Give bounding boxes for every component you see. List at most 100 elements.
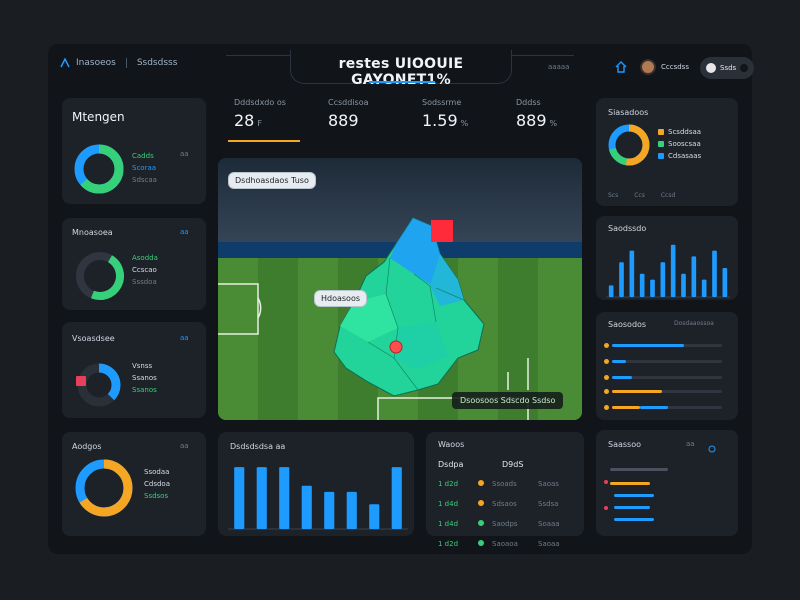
table-row[interactable]: 1 d2d Ssoads Saoas bbox=[438, 474, 578, 494]
legend-item: Cdsdoa bbox=[144, 480, 170, 488]
legend-item: Sdscaa bbox=[132, 176, 157, 184]
bar-4[interactable] bbox=[639, 273, 645, 297]
hbar bbox=[612, 390, 662, 393]
gauge-chart bbox=[76, 252, 124, 300]
bar-4[interactable] bbox=[301, 485, 312, 529]
bar-chart-right bbox=[606, 244, 730, 298]
brand-area[interactable]: Inasoeos Ssdsdsss bbox=[60, 58, 177, 68]
bar-12[interactable] bbox=[722, 268, 728, 297]
user-menu[interactable]: Cccsdss bbox=[640, 59, 689, 75]
legend-item: Vsnss bbox=[132, 362, 153, 370]
card-title: Saodssdo bbox=[608, 224, 647, 233]
bar-8[interactable] bbox=[681, 273, 686, 297]
card-title: Mnoasoea bbox=[72, 228, 113, 237]
ring-chart bbox=[76, 363, 121, 407]
left-card-4[interactable]: Aodgos aa Ssodaa Cdsdoa Ssdsos bbox=[62, 432, 206, 536]
cell: 1 d4d bbox=[438, 500, 459, 508]
kpi-unit: % bbox=[549, 119, 558, 128]
legend: Cadds Scoraa Sdscaa bbox=[132, 152, 157, 188]
bar-6[interactable] bbox=[346, 491, 357, 529]
bar-1[interactable] bbox=[234, 467, 245, 529]
left-card-3[interactable]: Vsoasdsee aa Vsnss Ssanos Ssanos bbox=[62, 322, 206, 418]
kpi-label: Sodssrme bbox=[422, 98, 462, 107]
title-frame: restes UIOOUIE GAYONET1% bbox=[290, 50, 512, 88]
hbar-track bbox=[612, 360, 722, 363]
kpi-label: Dddsdxdo os bbox=[234, 98, 286, 107]
page-title: restes UIOOUIE GAYONET1% bbox=[338, 56, 464, 88]
pitch-bottom-tag[interactable]: Dsoosoos Sdscdo Ssdso bbox=[452, 392, 564, 409]
bar-7[interactable] bbox=[369, 504, 380, 529]
cell: Soaaa bbox=[538, 520, 560, 528]
kpi-2[interactable]: Ccsddisoa 889 bbox=[328, 98, 420, 130]
bar-11[interactable] bbox=[712, 250, 717, 297]
divider bbox=[125, 58, 127, 68]
kpi-3[interactable]: Sodssrme 1.59% bbox=[422, 98, 514, 130]
left-card-2[interactable]: Mnoasoea aa Asodda Ccscao Sssdoa bbox=[62, 218, 206, 310]
card-title: Saosodos bbox=[608, 320, 647, 329]
bar-5[interactable] bbox=[650, 279, 655, 297]
settings-icon bbox=[740, 64, 749, 72]
user-name: Cccsdss bbox=[661, 63, 689, 71]
profile-pill[interactable]: Ssds bbox=[700, 57, 755, 79]
table-row[interactable]: 1 d2d Saoaoa Saoaa bbox=[438, 534, 578, 554]
user-circle-icon bbox=[706, 63, 716, 73]
legend-item: Ssanos bbox=[132, 374, 157, 382]
bar-10[interactable] bbox=[701, 279, 707, 297]
kpi-1[interactable]: Dddsdxdo os 28 F bbox=[234, 98, 326, 130]
bar-8[interactable] bbox=[391, 467, 402, 529]
right-card-3[interactable]: Saosodos Dosdaaossoa bbox=[596, 312, 738, 420]
hbar-dot bbox=[604, 375, 609, 380]
card-side: aa bbox=[686, 440, 695, 448]
legend-item: Ccscao bbox=[132, 266, 157, 274]
home-icon-button[interactable] bbox=[610, 56, 632, 78]
legend-item: Scoraa bbox=[132, 164, 157, 172]
kpi-label: Dddss bbox=[516, 98, 541, 107]
bar-1[interactable] bbox=[608, 285, 614, 297]
bar-3[interactable] bbox=[629, 250, 635, 297]
avatar bbox=[640, 59, 656, 75]
pitch-mid-tag[interactable]: Hdoasoos bbox=[314, 290, 368, 307]
hbar bbox=[612, 360, 626, 363]
bar-6[interactable] bbox=[660, 262, 666, 297]
card-title: Saassoo bbox=[608, 440, 642, 449]
legend-item: Asodda bbox=[132, 254, 158, 262]
card-side: aa bbox=[180, 150, 189, 158]
table-row[interactable]: 1 d4d Saodps Soaaa bbox=[438, 514, 578, 534]
legend-item: Ssodaa bbox=[144, 468, 170, 476]
table-card[interactable]: Waoos Dsdpa D9dS 1 d2d Ssoads Saoas 1 d4… bbox=[426, 432, 584, 548]
pitch-top-tag[interactable]: Dsdhoasdaos Tuso bbox=[228, 172, 316, 189]
hbar bbox=[614, 518, 654, 521]
right-card-4[interactable]: Saassoo aa bbox=[596, 430, 738, 536]
pitch-heatmap-view[interactable]: Dsdhoasdaos Tuso Hdoasoos Dsoosoos Sdscd… bbox=[218, 158, 582, 420]
hbar-dot bbox=[604, 359, 609, 364]
bar-2[interactable] bbox=[619, 262, 624, 297]
bar-7[interactable] bbox=[670, 244, 676, 297]
legend-item: Ssdsos bbox=[144, 492, 169, 500]
card-foot: Scs Ccs Ccsd bbox=[608, 192, 675, 199]
bar-9[interactable] bbox=[691, 256, 697, 297]
foot-label: Ccsd bbox=[660, 192, 676, 199]
hbar-track bbox=[612, 376, 722, 379]
kpi-4[interactable]: Dddss 889% bbox=[516, 98, 608, 130]
donut-chart bbox=[608, 124, 650, 166]
right-card-1[interactable]: Siasadoos Scsddsaa Sooscsaa Cdsasaas Scs… bbox=[596, 98, 738, 206]
bottom-bar-card[interactable]: Dsdsdsdsa aa bbox=[218, 432, 414, 536]
kpi-value: 889 bbox=[328, 111, 359, 130]
brand-sub: Ssdsdsss bbox=[136, 58, 178, 68]
info-icon[interactable] bbox=[708, 438, 716, 453]
left-card-1[interactable]: Mtengen Cadds Scoraa Sdscaa aa bbox=[62, 98, 206, 204]
kpi-unit: F bbox=[257, 119, 262, 128]
table-row[interactable]: 1 d4d Sdsaos Ssdsa bbox=[438, 494, 578, 514]
cell: Saoaa bbox=[538, 540, 560, 548]
kpi-unit: % bbox=[460, 119, 469, 128]
cell: Sdsaos bbox=[492, 500, 517, 508]
pill-label: Ssds bbox=[720, 64, 737, 72]
bar-2[interactable] bbox=[256, 467, 267, 529]
bar-3[interactable] bbox=[279, 467, 290, 529]
hbar bbox=[612, 406, 640, 409]
legend: Scsddsaa Sooscsaa Cdsasaas bbox=[658, 128, 701, 164]
card-title: Vsoasdsee bbox=[72, 334, 115, 343]
legend-item: Cadds bbox=[132, 152, 154, 160]
right-card-2[interactable]: Saodssdo bbox=[596, 216, 738, 300]
bar-5[interactable] bbox=[324, 491, 335, 529]
